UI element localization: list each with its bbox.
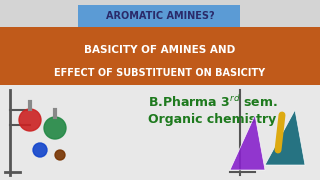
Text: Organic chemistry: Organic chemistry (148, 114, 276, 127)
FancyBboxPatch shape (0, 84, 320, 180)
Text: AROMATIC AMINES?: AROMATIC AMINES? (106, 11, 214, 21)
Polygon shape (265, 110, 305, 165)
Text: BASICITY OF AMINES AND: BASICITY OF AMINES AND (84, 45, 236, 55)
Text: EFFECT OF SUBSTITUENT ON BASICITY: EFFECT OF SUBSTITUENT ON BASICITY (54, 68, 266, 78)
Ellipse shape (19, 109, 41, 131)
Text: B.Pharma 3$^{rd}$ sem.: B.Pharma 3$^{rd}$ sem. (148, 94, 278, 110)
Ellipse shape (44, 117, 66, 139)
FancyBboxPatch shape (0, 27, 320, 85)
Ellipse shape (33, 143, 47, 157)
Ellipse shape (55, 150, 65, 160)
FancyBboxPatch shape (78, 5, 240, 27)
Polygon shape (230, 115, 265, 170)
